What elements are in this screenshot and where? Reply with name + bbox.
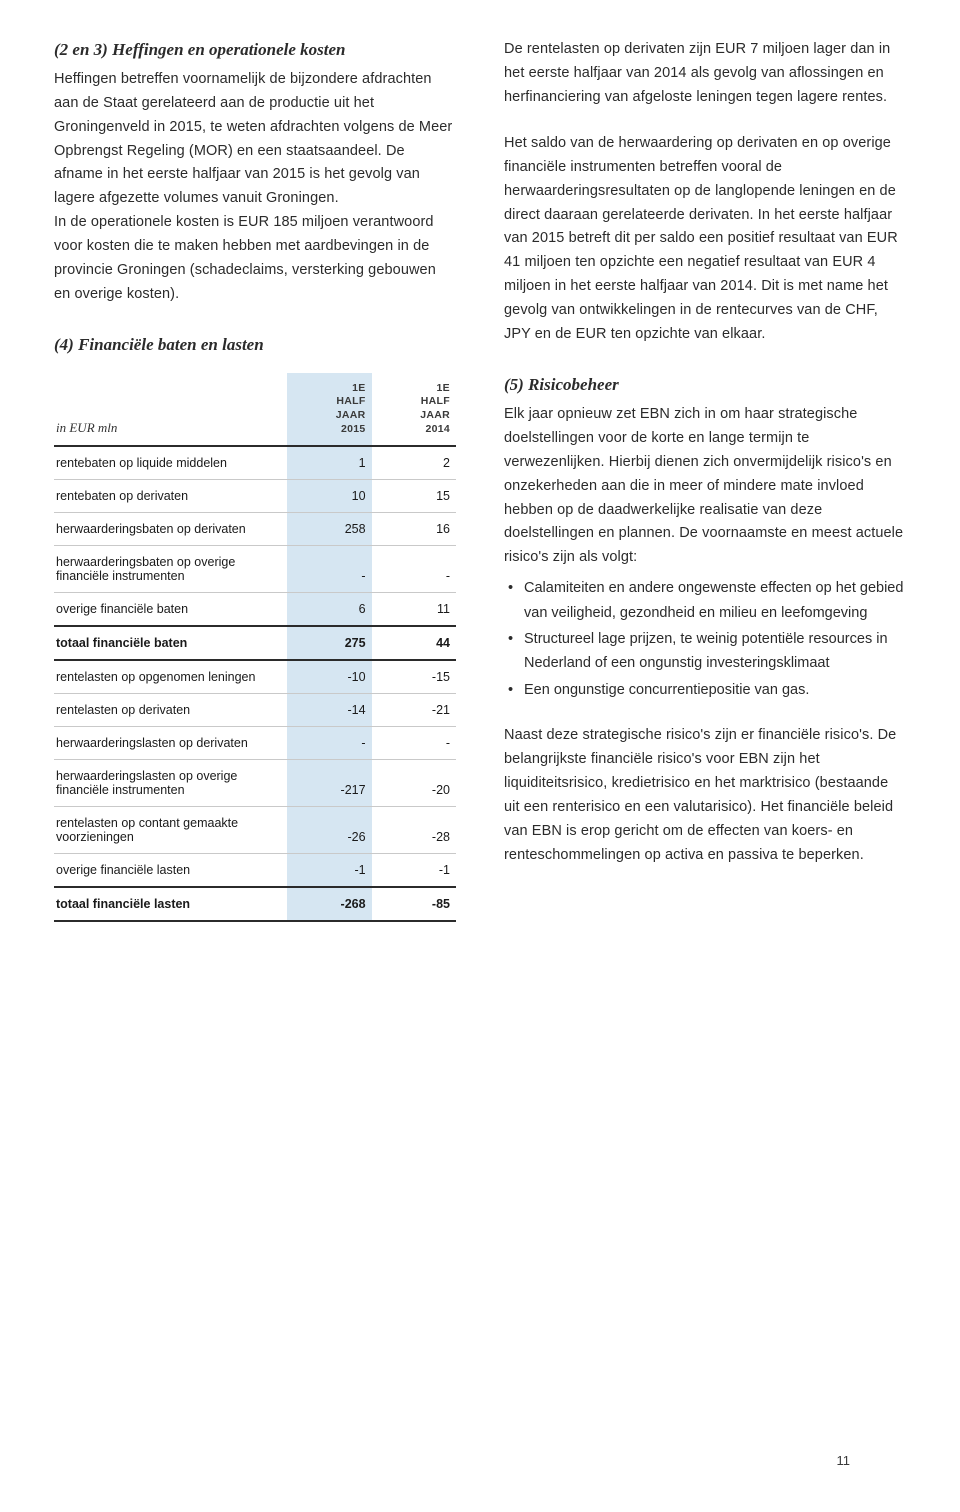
table-row: herwaarderingsbaten op derivaten25816 [54, 513, 456, 546]
table-row: herwaarderingslasten op derivaten-- [54, 727, 456, 760]
table-cell-2015: -268 [287, 887, 371, 921]
table-cell-2014: 2 [372, 446, 456, 480]
table-cell-2015: - [287, 727, 371, 760]
table-row: totaal financiële lasten-268-85 [54, 887, 456, 921]
risk-bullet-list: Calamiteiten en andere ongewenste effect… [504, 576, 906, 702]
table-cell-2014: 44 [372, 626, 456, 660]
table-cell-2014: - [372, 727, 456, 760]
table-row: herwaarderingslasten op overige financië… [54, 760, 456, 807]
table-row: totaal financiële baten27544 [54, 626, 456, 660]
financial-table: in EUR mln 1E HALF JAAR 2015 1E HALF JAA… [54, 373, 456, 923]
right-paragraph: Het saldo van de herwaardering op deriva… [504, 132, 906, 347]
risk-bullet-item: Structureel lage prijzen, te weinig pote… [504, 627, 906, 676]
table-row-label: rentelasten op derivaten [54, 694, 287, 727]
table-row: rentelasten op opgenomen leningen-10-15 [54, 660, 456, 694]
table-row-label: herwaarderingsbaten op overige financiël… [54, 546, 287, 593]
right-paragraph: De rentelasten op derivaten zijn EUR 7 m… [504, 38, 906, 110]
table-row-label: herwaarderingslasten op overige financië… [54, 760, 287, 807]
table-row-label: overige financiële baten [54, 593, 287, 627]
table-cell-2014: -85 [372, 887, 456, 921]
table-cell-2015: 258 [287, 513, 371, 546]
table-cell-2014: 15 [372, 480, 456, 513]
table-cell-2015: 1 [287, 446, 371, 480]
table-cell-2014: -20 [372, 760, 456, 807]
table-row-label: rentebaten op derivaten [54, 480, 287, 513]
table-row: rentebaten op liquide middelen12 [54, 446, 456, 480]
table-cell-2015: -217 [287, 760, 371, 807]
risk-bullet-item: Een ongunstige concurrentiepositie van g… [504, 678, 906, 702]
section-4-title: (4) Financiële baten en lasten [54, 333, 456, 357]
table-row: rentelasten op derivaten-14-21 [54, 694, 456, 727]
table-cell-2014: -1 [372, 854, 456, 888]
risk-bullet-item: Calamiteiten en andere ongewenste effect… [504, 576, 906, 625]
table-cell-2014: -15 [372, 660, 456, 694]
right-column: De rentelasten op derivaten zijn EUR 7 m… [504, 38, 906, 922]
page-number: 11 [837, 1453, 851, 1468]
table-row-label: totaal financiële lasten [54, 887, 287, 921]
section-23-paragraph: Heffingen betreffen voornamelijk de bijz… [54, 68, 456, 212]
table-cell-2014: -28 [372, 807, 456, 854]
table-cell-2015: 10 [287, 480, 371, 513]
table-row-label: herwaarderingsbaten op derivaten [54, 513, 287, 546]
table-cell-2015: 275 [287, 626, 371, 660]
table-cell-2015: 6 [287, 593, 371, 627]
table-cell-2015: -1 [287, 854, 371, 888]
table-row: rentebaten op derivaten1015 [54, 480, 456, 513]
table-row: overige financiële lasten-1-1 [54, 854, 456, 888]
table-row-label: herwaarderingslasten op derivaten [54, 727, 287, 760]
section-5-paragraph: Naast deze strategische risico's zijn er… [504, 724, 906, 868]
table-col-header-2015: 1E HALF JAAR 2015 [287, 373, 371, 447]
table-cell-2015: - [287, 546, 371, 593]
table-row: rentelasten op contant gemaakte voorzien… [54, 807, 456, 854]
table-cell-2015: -26 [287, 807, 371, 854]
section-23-paragraph: In de operationele kosten is EUR 185 mil… [54, 211, 456, 307]
table-row-label: rentelasten op contant gemaakte voorzien… [54, 807, 287, 854]
table-row-label: rentebaten op liquide middelen [54, 446, 287, 480]
table-row-label: rentelasten op opgenomen leningen [54, 660, 287, 694]
section-5-title: (5) Risicobeheer [504, 373, 906, 397]
table-unit-label: in EUR mln [54, 373, 287, 447]
table-cell-2015: -10 [287, 660, 371, 694]
table-col-header-2014: 1E HALF JAAR 2014 [372, 373, 456, 447]
table-row-label: totaal financiële baten [54, 626, 287, 660]
table-cell-2015: -14 [287, 694, 371, 727]
section-23-title: (2 en 3) Heffingen en operationele koste… [54, 38, 456, 62]
table-cell-2014: - [372, 546, 456, 593]
table-cell-2014: 11 [372, 593, 456, 627]
table-row: overige financiële baten611 [54, 593, 456, 627]
section-5-paragraph: Elk jaar opnieuw zet EBN zich in om haar… [504, 403, 906, 570]
table-cell-2014: -21 [372, 694, 456, 727]
table-row-label: overige financiële lasten [54, 854, 287, 888]
table-cell-2014: 16 [372, 513, 456, 546]
table-row: herwaarderingsbaten op overige financiël… [54, 546, 456, 593]
left-column: (2 en 3) Heffingen en operationele koste… [54, 38, 456, 922]
